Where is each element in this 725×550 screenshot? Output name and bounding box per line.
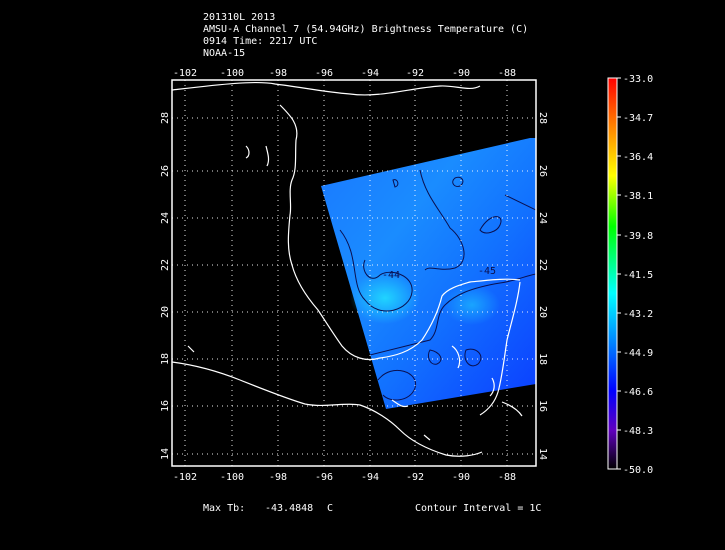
lon-labels-bottom: -102 -100 -98 -96 -94 -92 -90 -88: [173, 472, 516, 483]
lon-labels-top: -102 -100 -98 -96 -94 -92 -90 -88: [173, 68, 516, 79]
colorbar-ticks: [617, 77, 621, 470]
lon-label: -98: [269, 472, 287, 483]
swath-layer: -44 -45: [321, 138, 536, 409]
title-line-2: AMSU-A Channel 7 (54.94GHz) Brightness T…: [203, 24, 529, 35]
max-tb-unit: C: [327, 503, 334, 514]
title-line-4: NOAA-15: [203, 48, 246, 59]
colorbar-label: -38.1: [623, 191, 653, 202]
lat-label: 18: [160, 353, 171, 365]
lon-label: -96: [315, 68, 333, 79]
title-line-3: 0914 Time: 2217 UTC: [203, 36, 318, 47]
contour-interval: Contour Interval = 1C: [415, 503, 542, 514]
max-tb-value: -43.4848: [265, 503, 314, 514]
colorbar-label: -36.4: [623, 152, 653, 163]
lat-label: 18: [537, 353, 548, 365]
lat-label: 24: [537, 212, 548, 224]
lat-label: 22: [537, 259, 548, 271]
lon-label: -100: [220, 68, 244, 79]
contour-lines: [339, 169, 536, 401]
lat-label: 26: [537, 165, 548, 177]
colorbar: [607, 77, 618, 470]
max-tb-label: Max Tb:: [203, 503, 246, 514]
colorbar-label: -33.0: [623, 74, 653, 85]
lon-label: -102: [173, 472, 197, 483]
lat-label: 14: [537, 448, 548, 460]
lat-label: 28: [537, 112, 548, 124]
colorbar-label: -39.8: [623, 231, 653, 242]
plot-frame: [171, 79, 537, 467]
lat-label: 16: [537, 400, 548, 412]
colorbar-label: -48.3: [623, 426, 653, 437]
lon-label: -94: [361, 472, 379, 483]
lon-label: -90: [452, 68, 470, 79]
lon-label: -102: [173, 68, 197, 79]
lat-label: 24: [160, 212, 171, 224]
colorbar-label: -50.0: [623, 465, 653, 476]
contour-label: -45: [478, 266, 496, 277]
lon-label: -88: [498, 472, 516, 483]
lon-label: -98: [269, 68, 287, 79]
colorbar-labels: -33.0 -34.7 -36.4 -38.1 -39.8 -41.5 -43.…: [623, 74, 653, 476]
lat-label: 26: [160, 165, 171, 177]
lon-label: -96: [315, 472, 333, 483]
warm-region: [350, 272, 420, 324]
colorbar-label: -44.9: [623, 348, 653, 359]
lon-label: -94: [361, 68, 379, 79]
lat-label: 22: [160, 259, 171, 271]
title-line-1: 201310L 2013: [203, 12, 276, 23]
lon-label: -92: [406, 68, 424, 79]
contour-label: -44: [382, 270, 400, 281]
coastline: [172, 81, 523, 457]
colorbar-label: -43.2: [623, 309, 653, 320]
colorbar-label: -34.7: [623, 113, 653, 124]
warm-region: [444, 285, 500, 325]
lon-label: -92: [406, 472, 424, 483]
lat-label: 20: [537, 306, 548, 318]
lon-label: -88: [498, 68, 516, 79]
lat-labels-right: 14 16 18 20 22 24 26 28: [537, 112, 548, 460]
lon-label: -100: [220, 472, 244, 483]
lat-labels-left: 14 16 18 20 22 24 26 28: [160, 112, 171, 460]
lat-label: 16: [160, 400, 171, 412]
colorbar-label: -46.6: [623, 387, 653, 398]
lon-label: -90: [452, 472, 470, 483]
lat-lon-grid: [172, 80, 536, 466]
lat-label: 20: [160, 306, 171, 318]
brightness-swath: [321, 138, 536, 409]
colorbar-label: -41.5: [623, 270, 653, 281]
lat-label: 28: [160, 112, 171, 124]
lat-label: 14: [160, 448, 171, 460]
